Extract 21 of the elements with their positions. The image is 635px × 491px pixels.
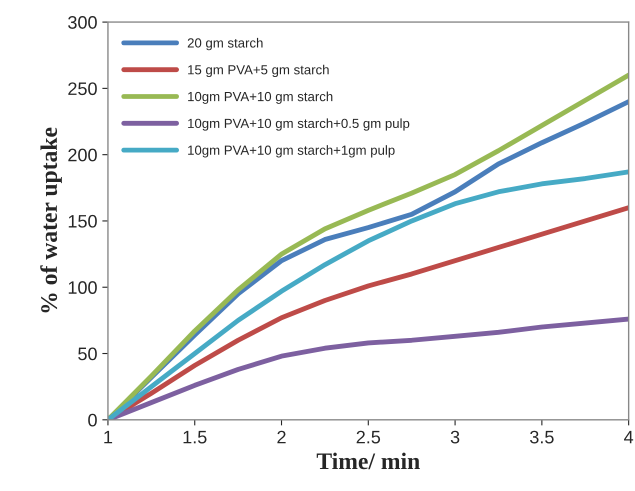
x-tick-label: 3 xyxy=(450,430,460,444)
x-tick-label: 1.5 xyxy=(184,430,207,444)
legend-label: 15 gm PVA+5 gm starch xyxy=(188,64,329,78)
x-tick-label: 1 xyxy=(104,430,112,444)
y-axis-title: % of water uptake xyxy=(40,128,62,312)
legend-label: 10gm PVA+10 gm starch+0.5 gm pulp xyxy=(188,118,410,131)
x-tick-label: 2.5 xyxy=(356,430,380,444)
y-tick-label: 50 xyxy=(78,347,97,360)
y-tick-label: 250 xyxy=(68,82,97,96)
y-tick-label: 200 xyxy=(68,148,97,162)
x-axis-title: Time/ min xyxy=(316,452,420,470)
y-tick-label: 0 xyxy=(88,414,97,427)
x-tick-label: 3.5 xyxy=(530,430,554,444)
legend-label: 20 gm starch xyxy=(188,38,263,50)
legend-label: 10gm PVA+10 gm starch xyxy=(188,92,332,104)
y-tick-label: 150 xyxy=(68,214,97,228)
y-tick-label: 300 xyxy=(68,16,97,29)
legend-label: 10gm PVA+10 gm starch+1gm pulp xyxy=(188,145,395,158)
x-tick-label: 4 xyxy=(624,430,634,444)
y-tick-label: 100 xyxy=(68,281,97,294)
x-tick-label: 2 xyxy=(277,430,286,444)
